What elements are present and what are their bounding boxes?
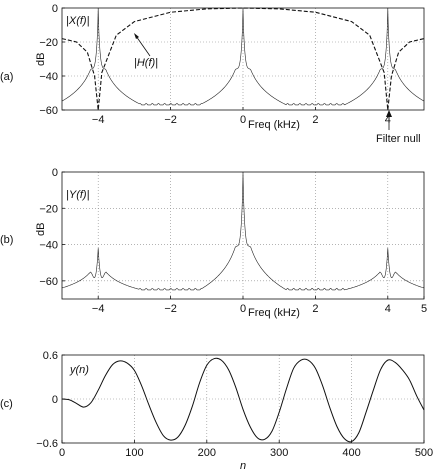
panel-b-grid <box>62 172 424 299</box>
annot-X-label: |X(f)| <box>66 15 90 27</box>
x-tick-label: 200 <box>198 447 216 459</box>
x-tick-label: 0 <box>59 447 65 459</box>
panel-b-ticks: −4 −2 0 2 4 50−20−40−60 <box>39 167 427 315</box>
x-tick-label: 4 <box>385 114 391 126</box>
x-tick-label: −2 <box>164 303 177 315</box>
x-tick-label: 2 <box>312 303 318 315</box>
annot-H-arrow-line <box>135 35 151 57</box>
panel-c-curves <box>61 357 425 443</box>
y-tick-label: 0 <box>52 3 58 15</box>
panel-a: (a) −4 −2 0 2 40−20−40−60 Freq (kHz) dB |X(f… <box>0 3 425 145</box>
x-tick-label: 2 <box>312 114 318 126</box>
x-tick-label: 5 <box>421 303 427 315</box>
annot-H-label: |H(f)| <box>134 57 158 69</box>
panel-label-a: (a) <box>0 71 13 83</box>
panel-a-ticks: −4 −2 0 2 40−20−40−60 <box>39 3 391 126</box>
x-tick-label: −2 <box>164 114 177 126</box>
y-tick-label: −0.6 <box>36 438 58 450</box>
x-tick-label: 300 <box>270 447 288 459</box>
x-tick-label: 0 <box>240 114 246 126</box>
x-tick-label: −4 <box>92 114 105 126</box>
panel-b-curves <box>61 171 425 291</box>
x-tick-label: 100 <box>125 447 143 459</box>
annot-H-arrowhead <box>134 33 139 39</box>
annot-Y-label: |Y(f)| <box>66 189 90 201</box>
panel-label-c: (c) <box>0 398 13 410</box>
y-tick-label: −20 <box>39 203 58 215</box>
y-tick-label: 0 <box>52 167 58 179</box>
panel-c-xlabel: n <box>240 460 246 472</box>
y-tick-label: −60 <box>39 105 58 117</box>
x-tick-label: 0 <box>240 303 246 315</box>
x-tick-label: −4 <box>92 303 105 315</box>
annot-y-label: y(n) <box>69 364 89 376</box>
x-tick-label: 4 <box>385 303 391 315</box>
panel-label-b: (b) <box>0 234 13 246</box>
y-tick-label: −60 <box>39 276 58 288</box>
panel-c-grid <box>62 355 424 443</box>
y-tick-label: 0.6 <box>43 350 58 362</box>
y-tick-label: 0 <box>52 394 58 406</box>
x-tick-label: 500 <box>415 447 433 459</box>
series-H-line <box>61 7 425 111</box>
y-tick-label: −20 <box>39 37 58 49</box>
annot-filter-null: Filter null <box>376 133 421 145</box>
x-tick-label: 400 <box>342 447 360 459</box>
panel-a-ylabel: dB <box>35 53 47 66</box>
panel-b-xlabel: Freq (kHz) <box>248 307 300 319</box>
panel-a-xlabel: Freq (kHz) <box>248 119 300 131</box>
y-tick-label: −40 <box>39 71 58 83</box>
y-tick-label: −40 <box>39 240 58 252</box>
panel-b: (b) −4 −2 0 2 4 50−20−40−60 Freq (kHz) dB |Y(… <box>0 167 427 319</box>
series-Y-line <box>61 171 425 291</box>
panel-a-grid <box>62 8 424 110</box>
series-y-line <box>61 357 425 443</box>
annot-null-arrowhead <box>386 110 392 117</box>
panel-b-ylabel: dB <box>35 223 47 236</box>
